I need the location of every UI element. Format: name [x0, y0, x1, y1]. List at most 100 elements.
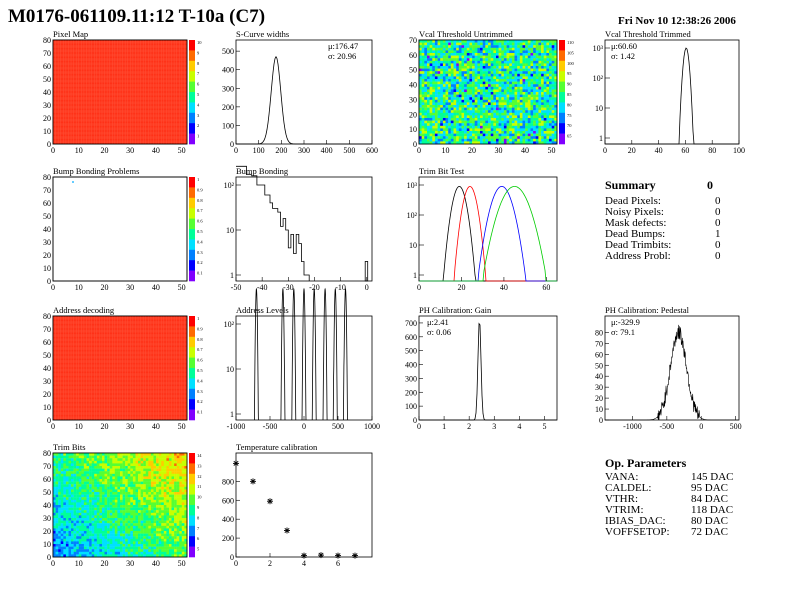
trim_bits-cell — [94, 541, 97, 545]
vcal_untrimmed-cell — [535, 125, 539, 129]
trim_bits-cell — [78, 518, 82, 521]
trim_bits-cell — [161, 525, 164, 529]
trim_bits-cell — [86, 473, 90, 477]
trim_bits-colorbar-segment — [189, 525, 195, 537]
scurve-ytick-label: 500 — [222, 47, 234, 56]
vcal_untrimmed-cell — [469, 97, 473, 100]
trim_bits-cell — [83, 549, 87, 552]
trim_bits-cell — [138, 497, 141, 500]
vcal_untrimmed-cell — [469, 102, 473, 106]
vcal_untrimmed-cell — [461, 63, 465, 67]
vcal_untrimmed-cell — [509, 45, 513, 48]
trim_bits-cell — [83, 531, 87, 534]
trim_bits-cell — [132, 538, 136, 542]
vcal_untrimmed-cell — [482, 47, 486, 51]
trim_bits-cell — [158, 541, 162, 545]
trim_bits-cell — [166, 494, 170, 498]
vcal_untrimmed-cell — [488, 66, 491, 69]
vcal_untrimmed-cell — [551, 55, 555, 59]
vcal_untrimmed-cell — [533, 66, 536, 69]
vcal_untrimmed-cell — [432, 53, 436, 56]
trim_bits-cell — [71, 528, 74, 532]
vcal_untrimmed-cell — [490, 58, 494, 61]
vcal_untrimmed-cell — [485, 107, 489, 111]
vcal_untrimmed-cell — [466, 115, 470, 119]
vcal_untrimmed-cell — [517, 118, 521, 121]
trim_bits-cell — [153, 525, 157, 529]
vcal_untrimmed-cell — [501, 128, 505, 132]
vcal_untrimmed-cell — [519, 81, 523, 85]
vcal_untrimmed-cell — [469, 123, 473, 126]
vcal_untrimmed-cell — [434, 110, 438, 113]
trim_bits-cell — [140, 533, 144, 537]
trim_bits-cell — [158, 551, 162, 555]
trim_bits-cell — [91, 536, 95, 539]
vcal_untrimmed-cell — [517, 123, 521, 126]
vcal_untrimmed-cell — [509, 71, 513, 74]
trim_bits-cell — [169, 549, 172, 552]
trim_bits-cell — [53, 512, 56, 516]
trim_bits-cell — [150, 453, 154, 456]
trim_bits-cell — [132, 499, 136, 503]
vcal_untrimmed-cell — [546, 71, 550, 74]
trim_bits-cell — [107, 536, 110, 539]
trim_bits-cell — [53, 466, 56, 469]
vcal_untrimmed-cell — [450, 73, 454, 77]
pixel_map-colorbar-segment — [189, 92, 195, 103]
vcal_untrimmed-cell — [496, 118, 499, 121]
trim_bits-cell — [68, 544, 72, 547]
trim_bits-cell — [102, 518, 105, 521]
vcal_untrimmed-cell — [549, 107, 552, 111]
vcal_untrimmed-cell — [456, 55, 460, 59]
trim_bits-z-label: 7 — [197, 526, 200, 531]
trim_bits-cell — [109, 455, 113, 459]
vcal_untrimmed-cell — [546, 125, 550, 129]
trim_bits-cell — [171, 492, 175, 495]
vcal_untrimmed-cell — [464, 94, 467, 98]
trim_bits-cell — [102, 481, 105, 485]
trim_bits-cell — [163, 518, 167, 521]
trim_bits-cell — [112, 546, 116, 550]
trim_bits-cell — [94, 510, 97, 513]
vcal_untrimmed-cell — [445, 118, 449, 121]
trim_bits-cell — [83, 523, 87, 526]
vcal_untrimmed-cell — [519, 47, 523, 51]
trim_bits-cell — [86, 494, 90, 498]
vcal_untrimmed-cell — [429, 92, 433, 95]
temp_calibration-point-d2 — [250, 478, 256, 484]
trim_bits-cell — [117, 473, 121, 477]
address_decoding-z-label: 0.2 — [197, 399, 203, 404]
trim_bits-cell — [78, 505, 82, 508]
vcal_untrimmed-cell — [482, 102, 486, 106]
vcal_untrimmed-cell — [538, 141, 542, 145]
trim_bits-cell — [81, 479, 85, 482]
trim_bits-xtick-label: 0 — [51, 559, 55, 568]
trim_bits-cell — [140, 466, 144, 469]
trim_bits-cell — [161, 481, 164, 485]
trim_bits-cell — [107, 476, 110, 480]
trim_bits-cell — [89, 458, 92, 461]
vcal_untrimmed-cell — [522, 68, 526, 72]
vcal_untrimmed-cell — [445, 42, 449, 46]
trim_bits-cell — [176, 453, 180, 456]
vcal_untrimmed-cell — [450, 102, 454, 106]
trim_bits-cell — [73, 484, 77, 487]
trim_bits-cell — [122, 458, 126, 461]
trim_bits-cell — [65, 489, 69, 493]
vcal_untrimmed-cell — [496, 42, 499, 46]
op-param-label-caldel: CALDEL: — [605, 482, 652, 494]
trim_bits-cell — [86, 471, 90, 474]
vcal_untrimmed-cell — [421, 99, 425, 103]
trim_bits-cell — [81, 502, 85, 506]
trim_bits-cell — [163, 471, 167, 474]
vcal_untrimmed-cell — [511, 84, 515, 87]
vcal_untrimmed-cell — [541, 115, 544, 119]
trim_bits-cell — [176, 473, 180, 477]
trim_bits-colorbar-segment — [189, 473, 195, 485]
vcal_untrimmed-cell — [477, 89, 481, 93]
vcal_untrimmed-cell — [488, 123, 491, 126]
vcal_untrimmed-cell — [421, 138, 425, 142]
vcal_untrimmed-cell — [485, 138, 489, 142]
vcal_untrimmed-cell — [445, 76, 449, 80]
